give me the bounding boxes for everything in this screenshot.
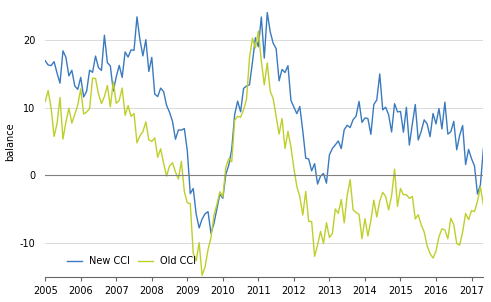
New CCI [401, 130, 407, 134]
Old CCI [252, 46, 258, 50]
Old CCI [401, 193, 407, 197]
Y-axis label: balance: balance [5, 122, 16, 161]
Line: New CCI: New CCI [45, 12, 491, 233]
Old CCI [255, 29, 261, 33]
Old CCI [199, 274, 205, 277]
New CCI [42, 59, 48, 63]
New CCI [264, 11, 270, 14]
New CCI [471, 164, 477, 168]
Old CCI [175, 177, 181, 181]
New CCI [208, 232, 214, 235]
New CCI [474, 192, 480, 196]
Legend: New CCI, Old CCI: New CCI, Old CCI [63, 252, 200, 270]
New CCI [175, 128, 181, 132]
Line: Old CCI: Old CCI [45, 31, 491, 275]
Old CCI [471, 210, 477, 214]
Old CCI [42, 100, 48, 103]
New CCI [252, 36, 258, 40]
New CCI [276, 79, 282, 83]
Old CCI [276, 132, 282, 136]
Old CCI [474, 200, 480, 203]
